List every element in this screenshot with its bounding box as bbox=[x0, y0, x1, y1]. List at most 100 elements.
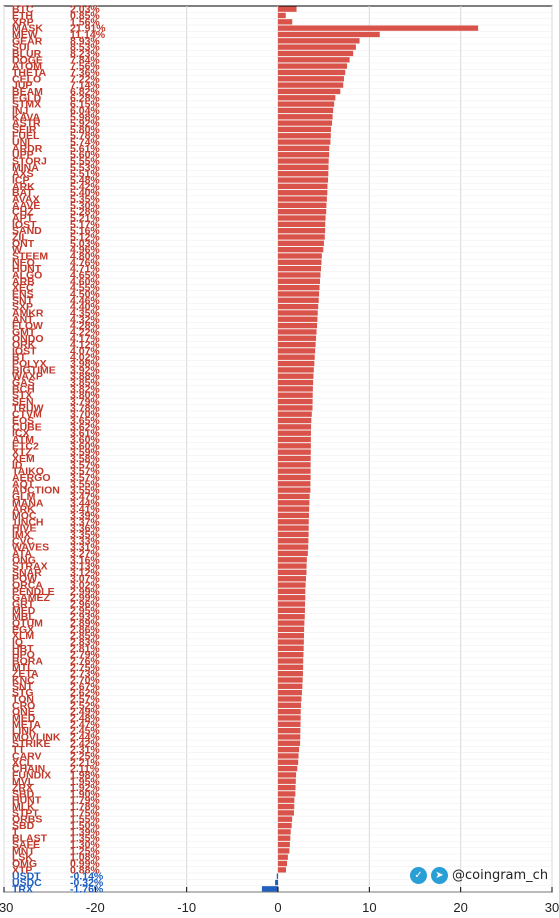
bar-value-label: 5.12% bbox=[70, 231, 100, 243]
bar-name-label: AVAX bbox=[12, 194, 40, 206]
bar-value-label: 4.02% bbox=[70, 352, 100, 364]
bar-name-label: EGX bbox=[12, 624, 34, 636]
bar bbox=[278, 133, 331, 139]
bar-value-label: 0.99% bbox=[70, 858, 100, 870]
bar-name-label: CARV bbox=[12, 750, 42, 762]
bar bbox=[278, 360, 315, 367]
bar bbox=[278, 595, 306, 601]
bar-name-label: MNT bbox=[12, 845, 35, 857]
bar-value-label: 3.88% bbox=[70, 371, 100, 383]
bar-value-label: 2.79% bbox=[70, 649, 100, 661]
bar-value-label: 5.40% bbox=[70, 187, 100, 199]
bar bbox=[278, 367, 314, 373]
bar bbox=[278, 639, 304, 645]
bar-value-label: 3.41% bbox=[70, 504, 100, 516]
bar-value-label: 5.98% bbox=[70, 111, 100, 123]
bar-name-label: AAVE bbox=[12, 200, 40, 212]
bar bbox=[278, 405, 313, 411]
x-tick-label: 0 bbox=[274, 900, 281, 915]
x-tick-label: 20 bbox=[453, 900, 467, 915]
bar-name-label: HPO bbox=[12, 649, 35, 661]
bar-value-label: 1.56% bbox=[70, 16, 100, 28]
bar-value-label: 2.47% bbox=[70, 719, 100, 731]
bar bbox=[278, 449, 311, 455]
bar-value-label: 2.52% bbox=[70, 700, 100, 712]
bar bbox=[278, 341, 316, 348]
bar-value-label: 4.71% bbox=[70, 263, 100, 275]
bar-name-label: GEAR bbox=[12, 35, 43, 47]
bar-value-label: 3.31% bbox=[70, 542, 100, 554]
bar-value-label: 3.02% bbox=[70, 580, 100, 592]
bar-name-label: SUI bbox=[12, 42, 30, 54]
bar-name-label: TRUW bbox=[12, 402, 44, 414]
bar bbox=[278, 563, 307, 569]
bar bbox=[278, 468, 311, 474]
bar bbox=[278, 576, 307, 582]
bar-name-label: STX bbox=[12, 390, 32, 402]
bar-name-label: ID bbox=[12, 459, 23, 471]
bar-name-label: STEEM bbox=[12, 250, 48, 262]
x-tick-label: -20 bbox=[86, 900, 105, 915]
bar-name-label: CHAIN bbox=[12, 763, 45, 775]
bar bbox=[278, 544, 309, 550]
bar-name-label: ZRX bbox=[12, 782, 33, 794]
bar bbox=[278, 455, 311, 462]
bar-value-label: 2.57% bbox=[70, 693, 100, 705]
bar-value-label: 4.96% bbox=[70, 244, 100, 256]
bar-name-label: TAIKO bbox=[12, 466, 44, 478]
bar-value-label: 8.93% bbox=[70, 35, 100, 47]
bar-name-label: TT bbox=[12, 744, 25, 756]
bar bbox=[278, 829, 291, 835]
bar-name-label: ARDR bbox=[12, 143, 43, 155]
bar-name-label: MTL bbox=[12, 662, 34, 674]
bar-name-label: ATOM bbox=[12, 61, 42, 73]
bar-value-label: 3.78% bbox=[70, 402, 100, 414]
bar-name-label: STG bbox=[12, 687, 34, 699]
bar-value-label: 2.11% bbox=[70, 763, 100, 775]
bar-value-label: 4.46% bbox=[70, 295, 100, 307]
bar-value-label: 4.50% bbox=[70, 288, 100, 300]
bar-value-label: 2.83% bbox=[70, 637, 100, 649]
bar-value-label: 2.25% bbox=[70, 750, 100, 762]
bar-value-label: 2.99% bbox=[70, 586, 100, 598]
bar bbox=[278, 664, 304, 670]
bar bbox=[278, 63, 348, 69]
bar bbox=[278, 44, 356, 50]
bar-name-label: ICX bbox=[12, 428, 30, 440]
bar bbox=[278, 633, 305, 639]
bar bbox=[278, 791, 296, 797]
bar bbox=[278, 557, 307, 563]
bar-name-label: BLAST bbox=[12, 833, 48, 845]
bar-value-label: 3.85% bbox=[70, 377, 100, 389]
bar bbox=[278, 816, 293, 822]
bar-name-label: ASTR bbox=[12, 118, 41, 130]
bar bbox=[278, 221, 326, 227]
bar-name-label: AQT bbox=[12, 478, 35, 490]
bar-name-label: SAFE bbox=[12, 839, 40, 851]
bar-name-label: FUNDIX bbox=[12, 769, 51, 781]
bar bbox=[278, 677, 303, 683]
bar-name-label: GMT bbox=[12, 326, 36, 338]
bar-name-label: CUBE bbox=[12, 421, 42, 433]
bar bbox=[278, 82, 344, 88]
bar bbox=[278, 493, 310, 500]
bar bbox=[278, 107, 334, 114]
x-tick-label: -30 bbox=[0, 900, 13, 915]
bar bbox=[278, 335, 317, 341]
bar-name-label: LSK bbox=[12, 852, 33, 864]
bar-name-label: ORK bbox=[12, 339, 36, 351]
bar-value-label: 3.79% bbox=[70, 396, 100, 408]
bar bbox=[278, 727, 301, 734]
bar-name-label: ORCA bbox=[12, 580, 43, 592]
bar bbox=[278, 386, 313, 392]
bar bbox=[278, 272, 321, 278]
bar bbox=[278, 411, 312, 417]
bar bbox=[278, 867, 287, 873]
bar-name-label: CELO bbox=[12, 73, 41, 85]
bar-value-label: 3.27% bbox=[70, 548, 100, 560]
bar-name-label: BEAM bbox=[12, 86, 43, 98]
bar-value-label: 4.35% bbox=[70, 307, 100, 319]
bar bbox=[278, 322, 318, 329]
bar bbox=[278, 810, 294, 816]
bar-value-label: 3.61% bbox=[70, 428, 100, 440]
